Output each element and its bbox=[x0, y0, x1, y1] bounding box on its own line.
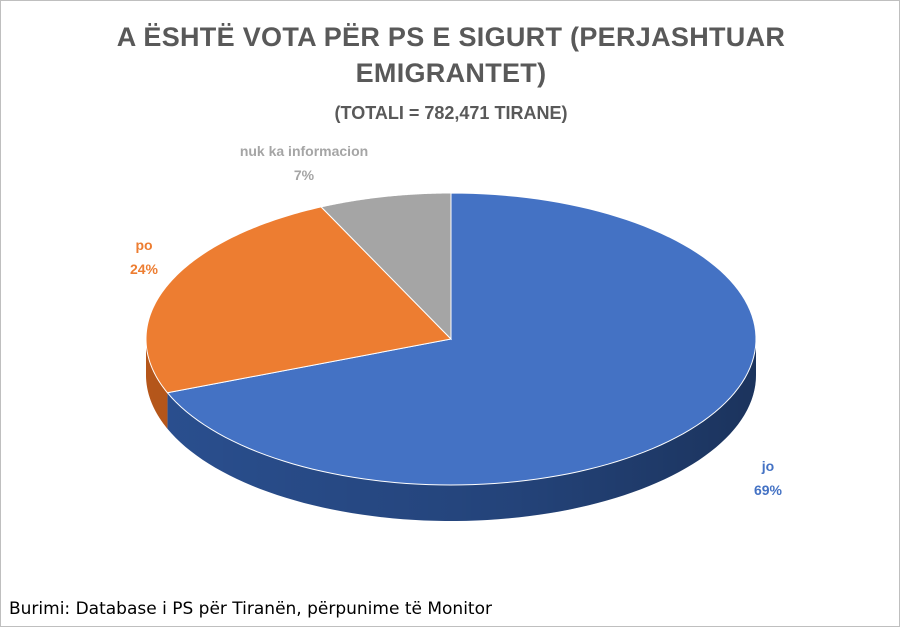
chart-subtitle: (TOTALI = 782,471 TIRANE) bbox=[334, 103, 568, 123]
slice-percent-label: 24% bbox=[130, 261, 159, 277]
pie-side-shading bbox=[146, 339, 756, 521]
slice-category-label: jo bbox=[761, 458, 774, 474]
slice-label-jo: jo 69% bbox=[754, 458, 783, 498]
slice-percent-label: 7% bbox=[294, 167, 315, 183]
chart-title-line-2: EMIGRANTET) bbox=[355, 58, 547, 88]
slice-category-label: po bbox=[135, 237, 152, 253]
source-note: Burimi: Database i PS për Tiranën, përpu… bbox=[9, 599, 492, 619]
pie-slice-po bbox=[145, 206, 453, 394]
chart-title: A ËSHTË VOTA PËR PS E SIGURT (PERJASHTUA… bbox=[1, 19, 900, 91]
chart-title-line-1: A ËSHTË VOTA PËR PS E SIGURT (PERJASHTUA… bbox=[116, 22, 786, 52]
pie-slice-nuk-ka-informacion bbox=[320, 192, 452, 341]
slice-label-po: po 24% bbox=[130, 237, 159, 277]
slice-percent-label: 69% bbox=[754, 482, 783, 498]
slice-label-nuk-ka-informacion: nuk ka informacion 7% bbox=[240, 143, 368, 183]
pie-slice-jo bbox=[166, 192, 757, 486]
slice-category-label: nuk ka informacion bbox=[240, 143, 368, 159]
pie-top-faces bbox=[145, 192, 757, 486]
pie-side-walls bbox=[146, 339, 757, 521]
